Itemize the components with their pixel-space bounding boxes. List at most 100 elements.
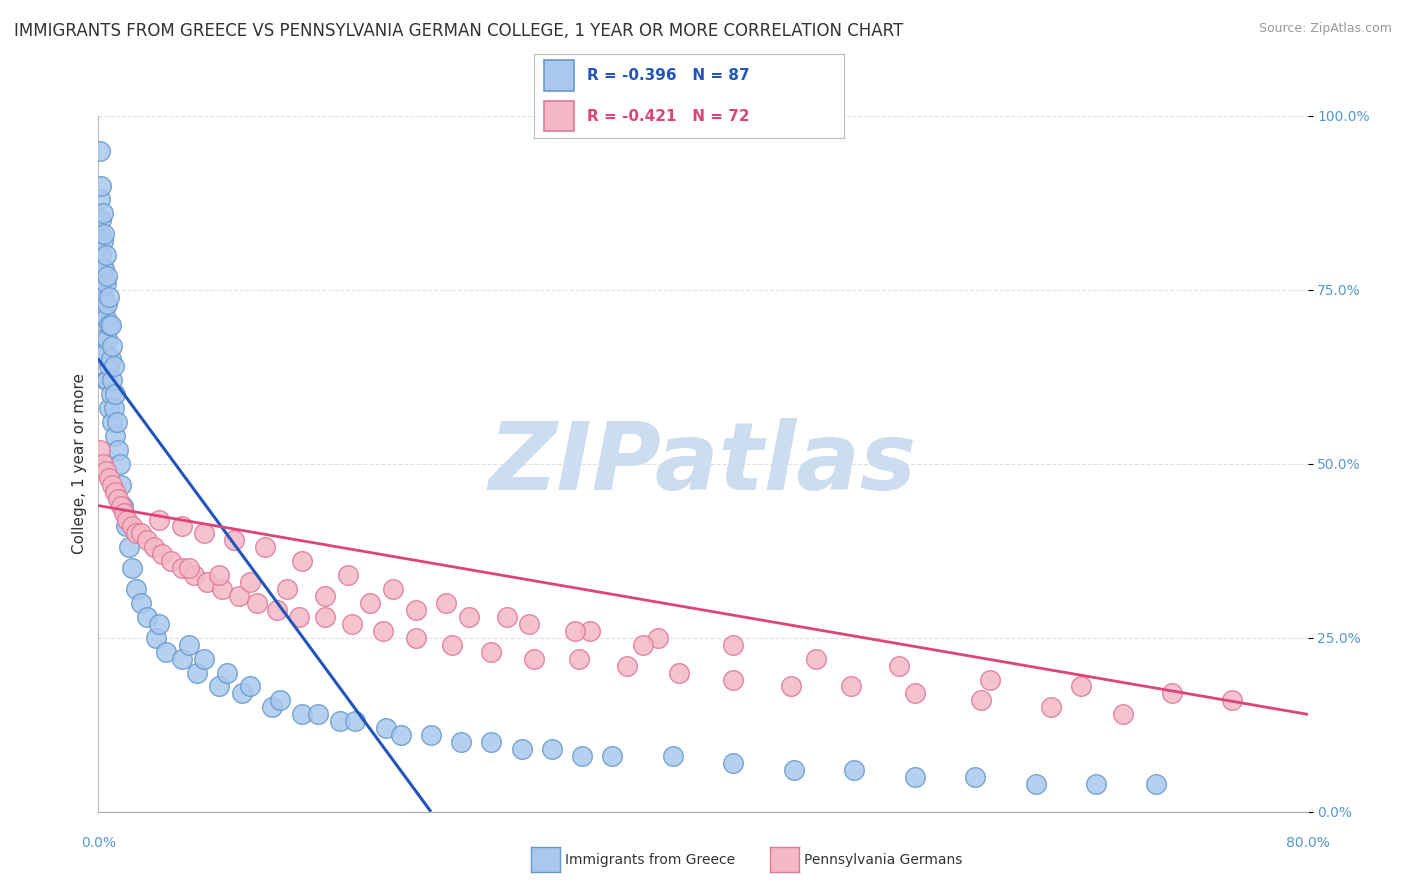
Point xyxy=(844,763,866,777)
Point xyxy=(344,714,367,729)
Point xyxy=(262,700,284,714)
Point xyxy=(1039,700,1062,714)
Point xyxy=(107,442,129,457)
Point xyxy=(405,631,427,645)
Point xyxy=(103,401,125,416)
Point xyxy=(360,596,382,610)
Point xyxy=(150,547,173,561)
Point xyxy=(336,568,359,582)
Point xyxy=(578,624,600,638)
Point xyxy=(602,749,624,764)
Point xyxy=(193,651,215,665)
Point xyxy=(91,332,114,346)
Point xyxy=(93,303,115,318)
Point xyxy=(979,673,1001,687)
Point xyxy=(668,665,690,680)
Text: Immigrants from Greece: Immigrants from Greece xyxy=(565,853,735,867)
Point xyxy=(91,457,114,471)
Point xyxy=(1144,777,1167,791)
Point xyxy=(100,387,122,401)
Point xyxy=(96,332,118,346)
Point xyxy=(1112,707,1135,722)
Point xyxy=(145,631,167,645)
Point xyxy=(91,290,114,304)
Point xyxy=(291,707,314,722)
Point xyxy=(228,589,250,603)
Point xyxy=(564,624,586,638)
Point xyxy=(89,442,111,457)
Point xyxy=(155,645,177,659)
Point xyxy=(90,303,112,318)
Point xyxy=(495,610,517,624)
Y-axis label: College, 1 year or more: College, 1 year or more xyxy=(72,374,87,554)
Point xyxy=(239,575,262,590)
Point xyxy=(96,297,118,311)
Point xyxy=(90,213,112,227)
Point xyxy=(1220,693,1243,707)
Point xyxy=(101,373,124,387)
Point xyxy=(970,693,993,707)
Point xyxy=(90,248,112,262)
Point xyxy=(481,735,503,749)
Point xyxy=(183,568,205,582)
Point xyxy=(111,499,134,513)
Point xyxy=(195,575,218,590)
Point xyxy=(215,665,238,680)
Point xyxy=(276,582,298,596)
Point xyxy=(110,499,132,513)
Point xyxy=(288,610,311,624)
Point xyxy=(98,471,121,485)
Point xyxy=(806,651,828,665)
Point xyxy=(114,519,136,533)
Point xyxy=(1085,777,1108,791)
Text: Pennsylvania Germans: Pennsylvania Germans xyxy=(804,853,963,867)
Point xyxy=(135,533,157,548)
Text: ZIPatlas: ZIPatlas xyxy=(489,417,917,510)
Point xyxy=(93,262,115,277)
Point xyxy=(118,541,141,555)
Point xyxy=(266,603,288,617)
Point xyxy=(121,561,143,575)
Point xyxy=(450,735,472,749)
Point xyxy=(839,680,862,694)
Point xyxy=(211,582,233,596)
Point xyxy=(93,227,115,242)
Point xyxy=(721,638,744,652)
Point xyxy=(125,526,148,541)
Point xyxy=(98,401,121,416)
Point xyxy=(100,352,122,367)
Point xyxy=(89,144,111,158)
Point xyxy=(239,680,262,694)
Point xyxy=(253,541,276,555)
Point xyxy=(208,680,231,694)
Point xyxy=(371,624,394,638)
Point xyxy=(104,484,127,499)
Point xyxy=(96,373,118,387)
Point xyxy=(115,512,138,526)
Point xyxy=(91,262,114,277)
Point xyxy=(148,616,170,631)
Point xyxy=(517,616,540,631)
Point xyxy=(89,227,111,242)
Bar xyxy=(544,101,575,131)
Point xyxy=(1024,777,1046,791)
Point xyxy=(125,582,148,596)
Point xyxy=(90,178,112,193)
Point xyxy=(129,596,152,610)
Point xyxy=(904,686,927,700)
Point xyxy=(177,561,201,575)
Point xyxy=(571,749,593,764)
Point xyxy=(721,756,744,770)
Point xyxy=(94,464,117,478)
Point xyxy=(307,707,329,722)
Point xyxy=(96,268,118,283)
Point xyxy=(143,541,166,555)
Point xyxy=(193,526,215,541)
Point xyxy=(374,721,396,735)
Point xyxy=(112,506,135,520)
Text: 80.0%: 80.0% xyxy=(1285,836,1330,850)
Point xyxy=(94,345,117,359)
Point xyxy=(631,638,654,652)
Point xyxy=(965,770,987,784)
Point xyxy=(101,415,124,429)
